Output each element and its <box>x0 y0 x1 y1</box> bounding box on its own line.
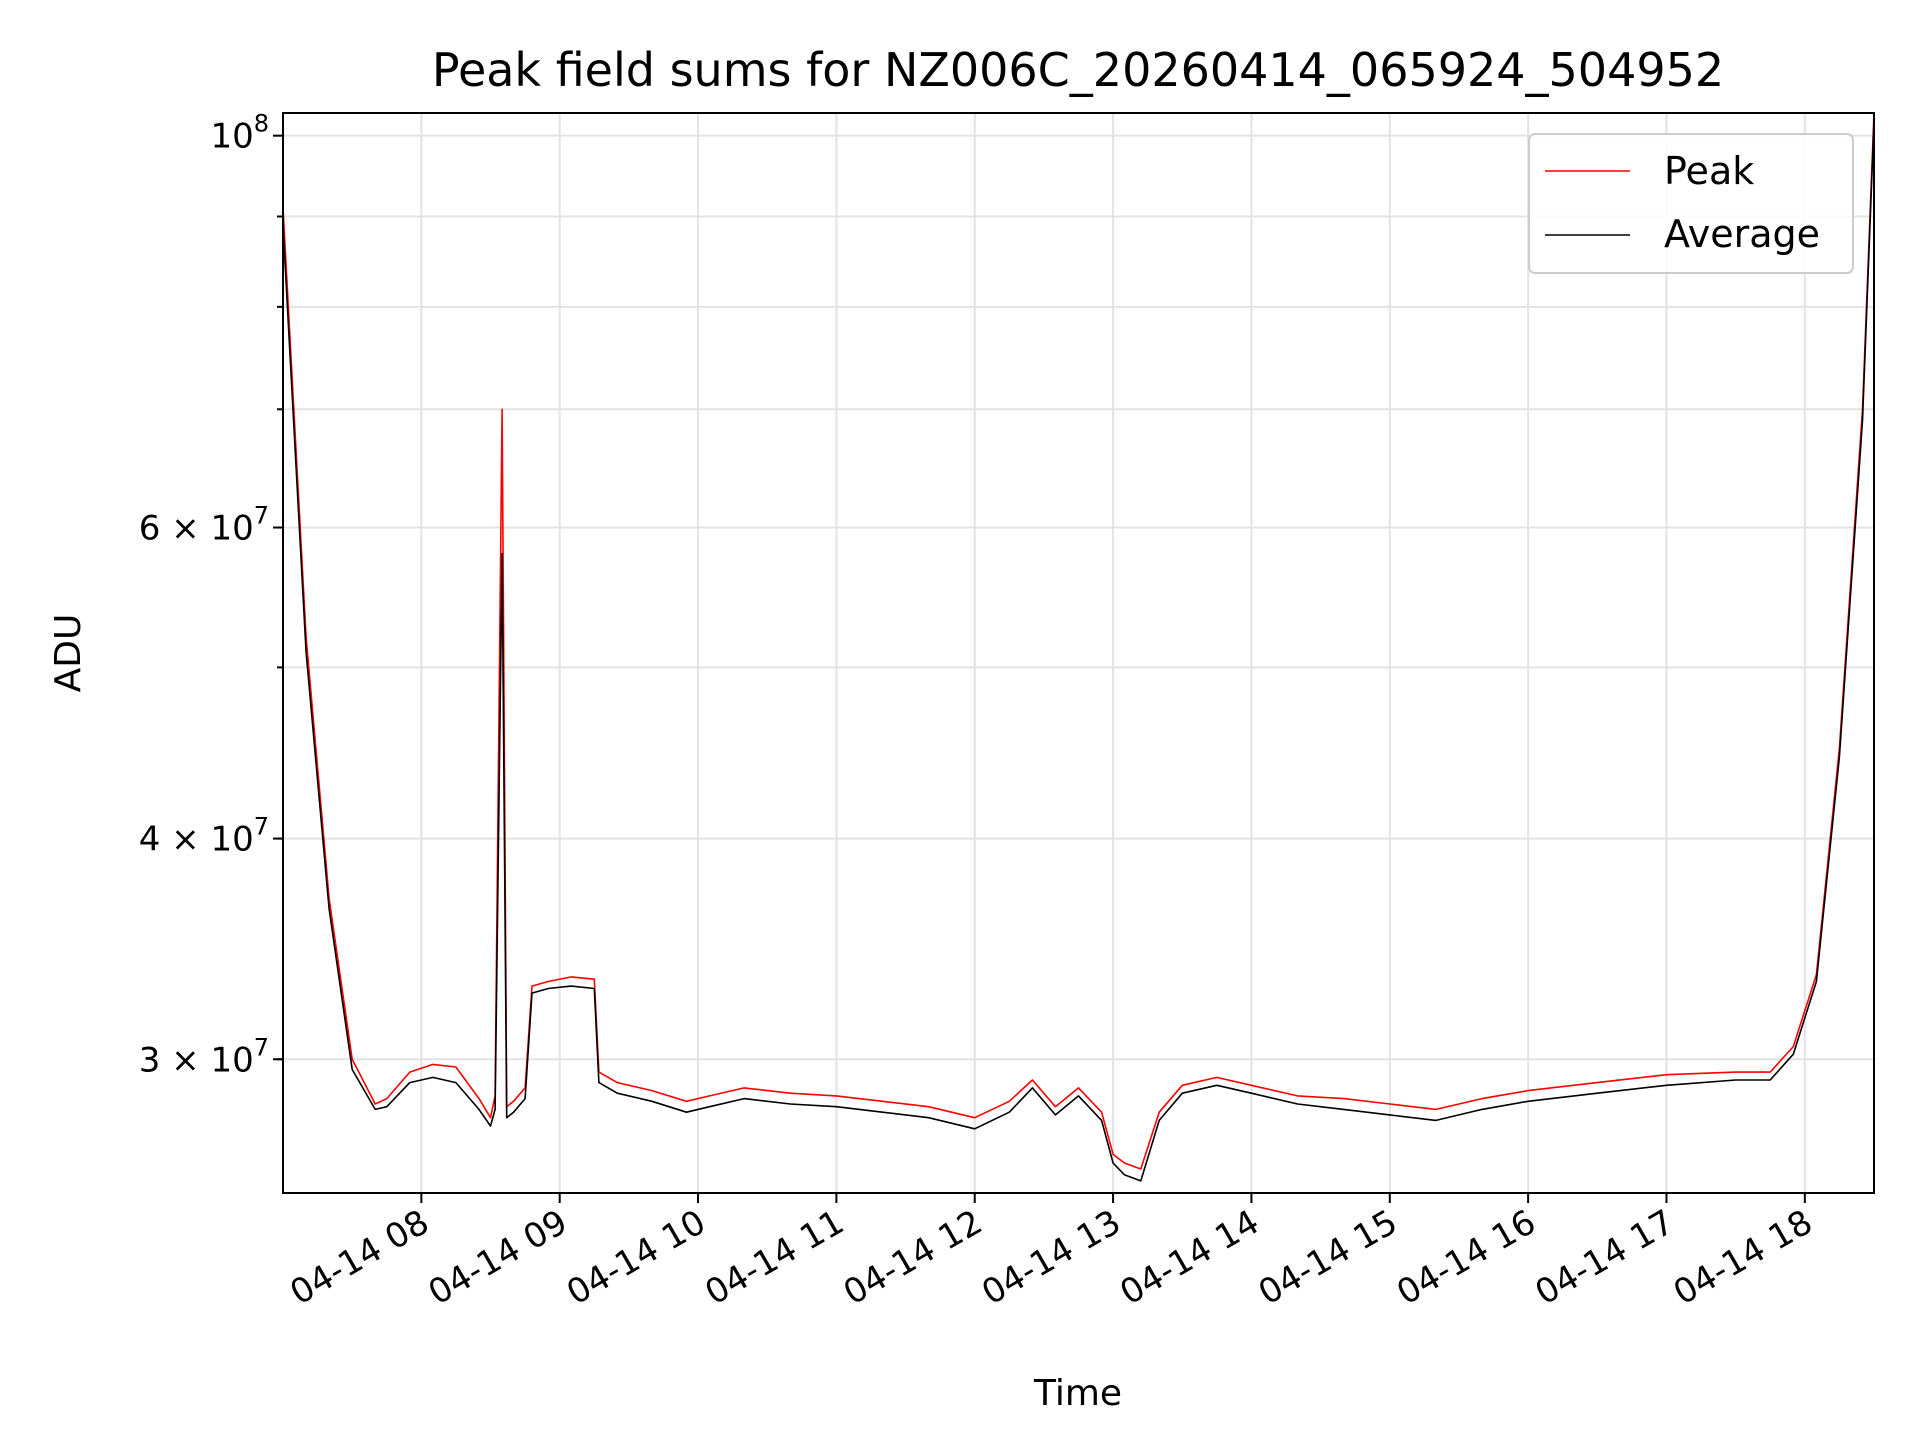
y-tick-label: 4 × 107 <box>139 813 269 860</box>
x-tick-label: 04-14 11 <box>698 1202 850 1313</box>
y-tick-label: 6 × 107 <box>139 502 269 549</box>
plot-area-frame <box>282 112 1875 1194</box>
x-axis-label: Time <box>1033 1373 1122 1414</box>
x-tick-label: 04-14 13 <box>975 1202 1127 1313</box>
legend-label-average: Average <box>1664 212 1820 256</box>
x-tick-label: 04-14 14 <box>1114 1202 1266 1313</box>
x-tick-label: 04-14 08 <box>283 1202 435 1313</box>
x-tick-label: 04-14 16 <box>1390 1202 1542 1313</box>
x-tick-label: 04-14 10 <box>560 1202 712 1313</box>
y-tick-label: 108 <box>210 110 269 157</box>
x-tick-label: 04-14 12 <box>837 1202 989 1313</box>
grid <box>283 113 1874 1193</box>
series-line-average <box>282 120 1875 1182</box>
y-axis-label: ADU <box>48 614 89 693</box>
x-tick-label: 04-14 09 <box>422 1202 574 1313</box>
legend: Peak Average <box>1528 133 1854 274</box>
y-tick-label: 3 × 107 <box>139 1033 269 1080</box>
x-tick-label: 04-14 15 <box>1252 1202 1404 1313</box>
x-tick-label: 04-14 17 <box>1529 1202 1681 1313</box>
series-line-peak <box>282 112 1875 1170</box>
series-lines <box>282 112 1875 1182</box>
legend-box <box>1528 133 1854 274</box>
x-tick-label: 04-14 18 <box>1667 1202 1819 1313</box>
chart-title: Peak field sums for NZ006C_20260414_0659… <box>432 43 1724 97</box>
legend-label-peak: Peak <box>1664 149 1754 193</box>
